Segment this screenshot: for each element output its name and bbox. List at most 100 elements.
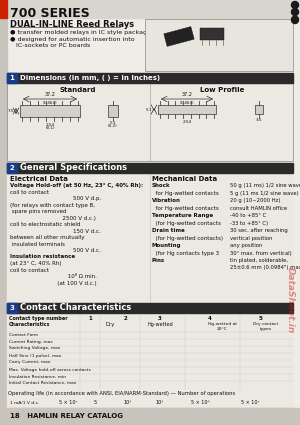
Bar xyxy=(200,28,224,40)
Text: 10⁸: 10⁸ xyxy=(124,400,132,405)
Text: Initial Contact Resistance, max: Initial Contact Resistance, max xyxy=(9,382,76,385)
Text: Standard: Standard xyxy=(60,87,96,93)
Text: 3: 3 xyxy=(10,305,14,311)
Text: 37.2: 37.2 xyxy=(182,92,192,97)
Text: insulated terminals: insulated terminals xyxy=(10,241,65,246)
Text: 30 sec. after reaching: 30 sec. after reaching xyxy=(230,228,288,233)
Bar xyxy=(7,303,293,313)
Bar xyxy=(7,73,293,83)
Text: Shock: Shock xyxy=(152,183,171,188)
Text: (for Hg-wetted contacts: (for Hg-wetted contacts xyxy=(152,221,221,226)
Text: (for relays with contact type B,: (for relays with contact type B, xyxy=(10,202,95,207)
Text: Insulation Resistance, min: Insulation Resistance, min xyxy=(9,374,66,379)
Text: 5 × 10⁶: 5 × 10⁶ xyxy=(152,408,168,413)
Text: Electrical Data: Electrical Data xyxy=(10,176,68,182)
Text: for Hg-wetted contacts: for Hg-wetted contacts xyxy=(152,190,219,196)
Text: 0.5 A/30V d.c.: 0.5 A/30V d.c. xyxy=(10,416,41,420)
Circle shape xyxy=(292,16,298,22)
Bar xyxy=(7,313,293,413)
Bar xyxy=(8,315,293,388)
Bar xyxy=(8,399,293,425)
Bar xyxy=(0,0,7,18)
Text: 5 × 10⁷: 5 × 10⁷ xyxy=(87,408,103,413)
Text: Hg-wetted: Hg-wetted xyxy=(147,322,173,327)
Text: (1.464): (1.464) xyxy=(180,101,194,105)
Text: 5.1: 5.1 xyxy=(146,108,152,111)
Text: Vibration: Vibration xyxy=(152,198,181,203)
Text: DataSheet.in: DataSheet.in xyxy=(286,267,295,333)
Text: 5 × 10⁷: 5 × 10⁷ xyxy=(59,400,77,405)
Text: Current Rating, max: Current Rating, max xyxy=(9,340,53,343)
Text: 5 g (11 ms 1/2 sine wave): 5 g (11 ms 1/2 sine wave) xyxy=(230,190,299,196)
Text: 10⁸: 10⁸ xyxy=(124,408,132,413)
Text: 3.5: 3.5 xyxy=(256,118,262,122)
Text: Dimensions (in mm, ( ) = in Inches): Dimensions (in mm, ( ) = in Inches) xyxy=(20,75,160,81)
Bar xyxy=(108,105,118,117)
Text: 5 × 10⁶: 5 × 10⁶ xyxy=(191,400,209,405)
Text: 1 mA/1 V d.c.: 1 mA/1 V d.c. xyxy=(10,400,39,405)
Text: Mechanical Data: Mechanical Data xyxy=(152,176,217,182)
Bar xyxy=(0,408,300,425)
Text: consult HAMLIN office: consult HAMLIN office xyxy=(230,206,287,210)
Text: (for Hg contacts type 3: (for Hg contacts type 3 xyxy=(152,250,219,255)
Text: 4: 4 xyxy=(208,316,212,321)
Text: 5: 5 xyxy=(93,400,97,405)
Text: 2500 V d.c.): 2500 V d.c.) xyxy=(10,215,96,221)
Text: Characteristics: Characteristics xyxy=(9,322,50,327)
Text: 1: 1 xyxy=(88,316,92,321)
Text: spare pins removed: spare pins removed xyxy=(10,209,67,214)
Text: Pins: Pins xyxy=(152,258,165,263)
Text: 8 × 10⁶: 8 × 10⁶ xyxy=(192,416,208,420)
Text: ● transfer molded relays in IC style packages: ● transfer molded relays in IC style pac… xyxy=(10,30,154,35)
Text: 1: 1 xyxy=(10,75,14,81)
Text: 3: 3 xyxy=(158,316,162,321)
Bar xyxy=(7,303,17,313)
Text: Contact Form: Contact Form xyxy=(9,332,38,337)
Text: Dry: Dry xyxy=(105,322,115,327)
Bar xyxy=(20,105,80,117)
Bar xyxy=(0,0,7,425)
Text: for Hg-wetted contacts: for Hg-wetted contacts xyxy=(152,206,219,210)
Text: 500 V d.c.: 500 V d.c. xyxy=(10,248,101,253)
Text: (for Hg-wetted contacts): (for Hg-wetted contacts) xyxy=(152,235,223,241)
Text: Max. Voltage hold-off across contacts: Max. Voltage hold-off across contacts xyxy=(9,368,91,371)
Text: 5.1: 5.1 xyxy=(110,121,116,125)
Bar xyxy=(7,163,293,173)
Text: Insulation resistance: Insulation resistance xyxy=(10,255,75,260)
Circle shape xyxy=(292,8,298,15)
Bar xyxy=(145,19,293,71)
Text: Low Profile: Low Profile xyxy=(200,87,244,93)
Text: any position: any position xyxy=(230,243,262,248)
Circle shape xyxy=(292,2,298,8)
Text: 25±0.6 mm (0.0984") max.: 25±0.6 mm (0.0984") max. xyxy=(230,266,300,270)
Text: -40 to +85° C: -40 to +85° C xyxy=(230,213,266,218)
Text: 18   HAMLIN RELAY CATALOG: 18 HAMLIN RELAY CATALOG xyxy=(10,413,123,419)
Bar xyxy=(7,0,300,18)
Circle shape xyxy=(292,9,298,15)
Circle shape xyxy=(292,2,298,8)
Text: 5: 5 xyxy=(258,316,262,321)
Text: coil to electrostatic shield: coil to electrostatic shield xyxy=(10,222,80,227)
Bar xyxy=(255,105,263,114)
Bar xyxy=(158,105,216,114)
Text: 10⁸: 10⁸ xyxy=(156,400,164,405)
Text: ● designed for automatic insertion into
   IC-sockets or PC boards: ● designed for automatic insertion into … xyxy=(10,37,135,48)
Text: Dry contact
types: Dry contact types xyxy=(254,322,279,331)
Text: vertical position: vertical position xyxy=(230,235,272,241)
Text: Contact Characteristics: Contact Characteristics xyxy=(20,303,131,312)
Text: (0.2): (0.2) xyxy=(108,124,118,128)
Text: 37.2: 37.2 xyxy=(45,92,56,97)
Bar xyxy=(7,83,293,161)
Text: Drain time: Drain time xyxy=(152,228,185,233)
Text: 150 V d.c.: 150 V d.c. xyxy=(10,229,101,233)
Text: 2: 2 xyxy=(10,165,14,171)
Text: 7.5: 7.5 xyxy=(8,109,14,113)
Bar xyxy=(7,73,17,83)
Text: 2: 2 xyxy=(123,316,127,321)
Text: 5 × 10⁷: 5 × 10⁷ xyxy=(241,400,259,405)
Text: Temperature Range: Temperature Range xyxy=(152,213,213,218)
Text: Operating life (in accordance with ANSI, EIA/NARM-Standard) — Number of operatio: Operating life (in accordance with ANSI,… xyxy=(8,391,235,397)
Text: General Specifications: General Specifications xyxy=(20,164,127,173)
Text: -5: -5 xyxy=(66,408,70,413)
Text: 2.54: 2.54 xyxy=(182,120,191,124)
